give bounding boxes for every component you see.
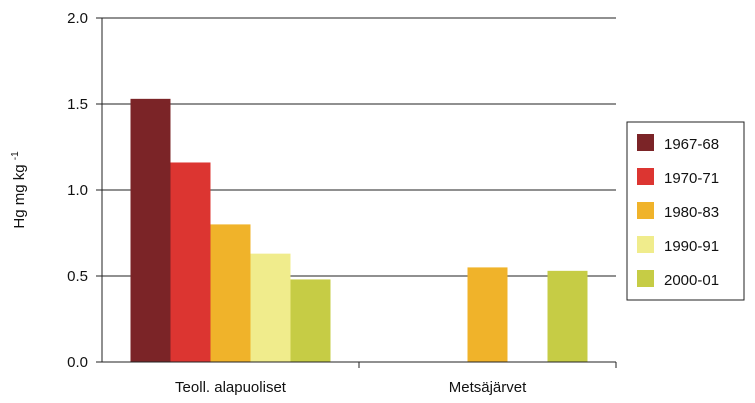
x-tick-label: Teoll. alapuoliset xyxy=(175,379,287,396)
legend: 1967-68 1970-71 1980-83 1990-91 2000-01 xyxy=(626,121,745,301)
y-tick-label: 0.0 xyxy=(67,354,88,371)
legend-label: 1990-91 xyxy=(664,238,719,255)
bar xyxy=(467,267,508,362)
x-tick-labels: Teoll. alapuoliset Metsäjärvet xyxy=(175,379,527,396)
bar xyxy=(210,224,251,362)
y-tick-label: 1.0 xyxy=(67,182,88,199)
bar xyxy=(250,253,291,362)
axes xyxy=(96,17,617,368)
bar xyxy=(290,279,331,362)
legend-label: 2000-01 xyxy=(664,272,719,289)
y-tick-labels: 0.0 0.5 1.0 1.5 2.0 xyxy=(67,10,88,371)
legend-swatch xyxy=(637,202,654,219)
legend-label: 1970-71 xyxy=(664,170,719,187)
y-tick-label: 1.5 xyxy=(67,96,88,113)
bar xyxy=(130,98,171,362)
bar xyxy=(170,162,211,362)
legend-swatch xyxy=(637,236,654,253)
legend-swatch xyxy=(637,270,654,287)
legend-label: 1980-83 xyxy=(664,204,719,221)
y-axis-label: Hg mg kg -1 xyxy=(10,151,28,229)
y-tick-label: 2.0 xyxy=(67,10,88,27)
y-tick-label: 0.5 xyxy=(67,268,88,285)
bars xyxy=(130,98,588,362)
legend-swatch xyxy=(637,134,654,151)
x-tick-label: Metsäjärvet xyxy=(449,379,527,396)
legend-label: 1967-68 xyxy=(664,136,719,153)
bar xyxy=(547,270,588,362)
legend-swatch xyxy=(637,168,654,185)
